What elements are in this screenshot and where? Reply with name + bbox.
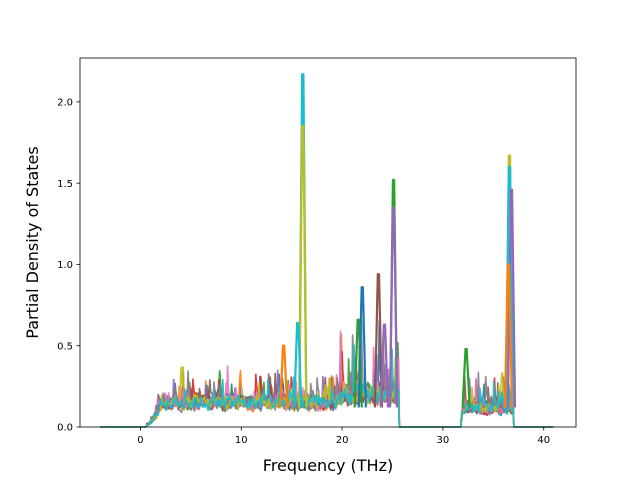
series-layer: [100, 73, 554, 428]
pdos-peak: [279, 344, 289, 408]
y-tick-label: 0.5: [57, 341, 73, 352]
pdos-peak: [388, 206, 399, 408]
y-tick-label: 1.0: [57, 260, 73, 271]
x-tick-label: 10: [235, 435, 248, 446]
x-axis-ticks: 0 10 20 30 40: [137, 427, 550, 446]
pdos-peak: [357, 286, 367, 408]
y-tick-label: 0.0: [57, 423, 73, 434]
x-tick-label: 40: [537, 435, 550, 446]
pdos-peak: [503, 263, 514, 408]
pdos-peak: [373, 273, 384, 408]
y-tick-label: 1.5: [57, 179, 73, 190]
y-tick-label: 2.0: [57, 97, 73, 108]
y-axis-label: Partial Density of States: [23, 146, 42, 338]
pdos-peak: [461, 347, 471, 408]
pdos-series-line: [100, 319, 554, 428]
pdos-peak: [293, 321, 303, 408]
axes-frame: [79, 57, 577, 428]
pdos-peak: [298, 125, 308, 408]
x-tick-label: 0: [137, 435, 143, 446]
x-tick-label: 30: [437, 435, 450, 446]
pdos-peak: [379, 323, 390, 408]
y-axis-ticks: 0.0 0.5 1.0 1.5 2.0: [57, 97, 80, 434]
x-axis-label: Frequency (THz): [263, 456, 393, 475]
pdos-series-line: [100, 344, 554, 428]
x-tick-label: 20: [336, 435, 349, 446]
